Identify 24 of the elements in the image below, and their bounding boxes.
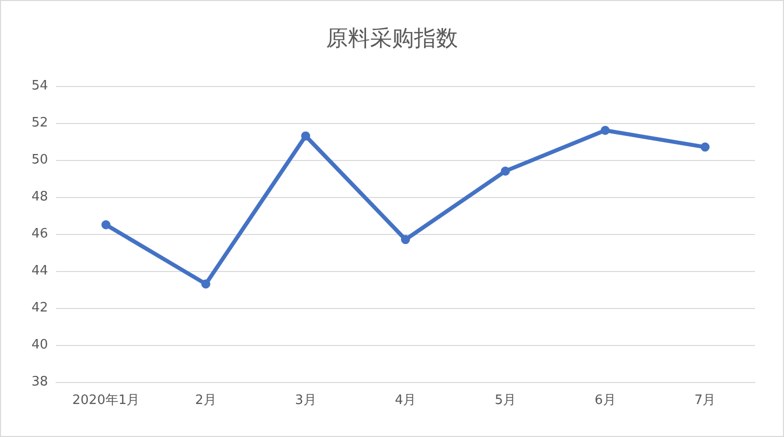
chart-title: 原料采购指数 [326,26,458,52]
point [101,220,110,230]
y-tick-label: 50 [31,152,48,168]
point [700,142,710,152]
y-tick-label: 40 [31,338,48,352]
y-tick-label: 42 [31,300,48,316]
point [301,131,310,140]
y-tick-label: 38 [31,374,48,390]
point [201,279,210,288]
x-tick-label: 6月 [594,393,616,408]
y-tick-label: 48 [31,190,48,204]
y-tick-label: 54 [31,78,48,94]
y-tick-label: 44 [31,264,48,278]
x-tick-label: 5月 [494,393,516,408]
y-tick-label: 46 [31,226,48,242]
x-tick-label: 3月 [295,393,316,408]
y-tick-label: 52 [31,116,48,130]
x-tick-label: 7月 [694,393,716,408]
x-tick-label: 2020年1月 [72,393,140,408]
point [600,126,610,135]
x-tick-label: 2月 [195,393,216,408]
point [500,166,510,176]
x-tick-label: 4月 [394,393,416,408]
point [401,235,410,244]
